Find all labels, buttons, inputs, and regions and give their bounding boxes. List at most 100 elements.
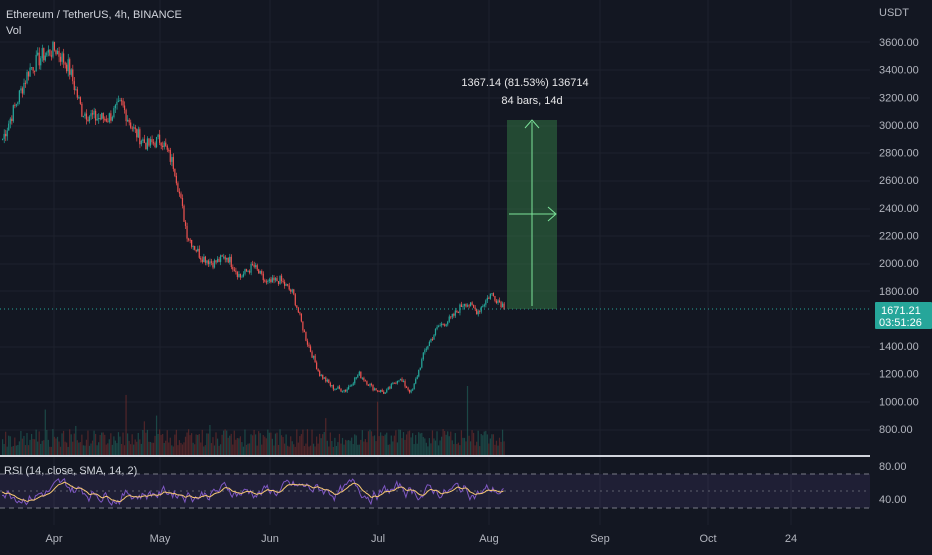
volume-bar	[210, 443, 213, 455]
volume-bar	[466, 385, 469, 455]
candle-body	[184, 221, 187, 226]
volume-legend[interactable]: Vol	[6, 25, 21, 37]
candle-body	[363, 377, 365, 381]
rsi-legend[interactable]: RSI (14, close, SMA, 14, 2)	[4, 465, 137, 477]
candle-body	[207, 260, 209, 265]
price-tick-label: 1400.00	[879, 341, 919, 353]
time-axis[interactable]: Apr May Jun Jul Aug Sep Oct 24	[45, 533, 797, 545]
volume-bar	[328, 446, 330, 455]
pane-separator[interactable]	[0, 455, 870, 457]
volume-bar	[308, 446, 310, 455]
volume-bar	[72, 441, 74, 455]
last-price-value: 1671.21	[881, 305, 921, 317]
volume-bar	[412, 433, 414, 455]
candle-body	[197, 248, 199, 252]
candle-body	[215, 260, 217, 263]
candle-body	[303, 330, 306, 332]
volume-bar	[223, 430, 225, 455]
volume-bar	[486, 434, 488, 455]
volume-bar	[67, 446, 69, 455]
volume-bar	[335, 445, 338, 455]
volume-bar	[216, 438, 219, 455]
volume-bar	[75, 425, 77, 455]
price-axis-unit: USDT	[879, 7, 909, 19]
price-range-measure[interactable]: 1367.14 (81.53%) 136714 84 bars, 14d	[461, 77, 589, 309]
volume-bar	[43, 440, 45, 455]
volume-bar	[184, 436, 187, 455]
volume-bar	[431, 430, 434, 455]
candle-body	[221, 255, 223, 257]
candle-body	[294, 294, 296, 306]
measure-up-arrowhead	[524, 119, 540, 129]
volume-bar	[101, 432, 103, 455]
candle-body	[448, 316, 450, 322]
candle-body	[447, 321, 449, 325]
candle-body	[341, 391, 344, 393]
rsi-pane: RSI (14, close, SMA, 14, 2)	[0, 465, 870, 509]
candle-body	[134, 127, 136, 130]
candle-body	[14, 105, 16, 107]
volume-bar	[130, 444, 132, 455]
volume-bar	[276, 432, 278, 455]
volume-bar	[323, 431, 325, 455]
volume-bar	[495, 440, 498, 455]
volume-bar	[58, 441, 60, 455]
volume-bar	[288, 446, 290, 455]
candle-body	[442, 323, 444, 325]
candle-body	[439, 325, 441, 327]
candle-body	[282, 281, 284, 283]
volume-bar	[462, 437, 464, 455]
candle-body	[457, 311, 459, 313]
volume-bar	[469, 441, 472, 455]
volume-bar	[312, 443, 315, 455]
volume-bar	[402, 432, 405, 455]
candle-body	[165, 142, 167, 146]
candle-body	[93, 110, 95, 115]
candle-body	[273, 277, 275, 281]
volume-bar	[401, 438, 403, 455]
volume-bar	[175, 429, 177, 455]
candle-body	[450, 316, 452, 318]
volume-bar	[9, 436, 11, 455]
candle-body	[11, 118, 13, 122]
candle-body	[309, 346, 312, 352]
candle-body	[468, 305, 470, 307]
volume-bar	[5, 431, 7, 455]
candle-body	[206, 260, 208, 263]
candle-body	[287, 284, 289, 286]
candle-body	[69, 59, 71, 75]
volume-bar	[18, 441, 20, 455]
candle-body	[395, 383, 397, 385]
candle-body	[213, 260, 216, 268]
candle-body	[56, 50, 59, 55]
candle-body	[454, 310, 456, 316]
volume-bar	[21, 438, 24, 455]
volume-bars	[2, 385, 505, 455]
candle-body	[244, 269, 246, 274]
candle-body	[178, 191, 181, 194]
volume-bar	[341, 437, 344, 455]
volume-bar	[476, 441, 478, 455]
symbol-title[interactable]: Ethereum / TetherUS, 4h, BINANCE	[6, 9, 182, 21]
volume-bar	[52, 429, 54, 455]
candle-body	[143, 139, 145, 143]
candle-body	[428, 341, 431, 347]
volume-bar	[143, 421, 145, 455]
volume-bar	[325, 418, 327, 455]
volume-bar	[363, 441, 365, 455]
candle-body	[433, 334, 435, 340]
volume-bar	[465, 441, 467, 455]
candle-body	[8, 123, 10, 131]
rsi-axis[interactable]: 80.00 40.00	[879, 461, 907, 506]
candle-body	[49, 49, 51, 56]
volume-bar	[192, 442, 194, 455]
candle-body	[168, 149, 170, 151]
volume-bar	[8, 435, 10, 455]
volume-bar	[253, 429, 255, 455]
price-axis[interactable]: USDT 3600.00 3400.00 3200.00 3000.00 2800.00…	[875, 7, 932, 436]
candle-body	[465, 304, 467, 307]
volume-bar	[125, 394, 127, 455]
volume-bar	[174, 434, 176, 455]
volume-bar	[283, 443, 286, 455]
